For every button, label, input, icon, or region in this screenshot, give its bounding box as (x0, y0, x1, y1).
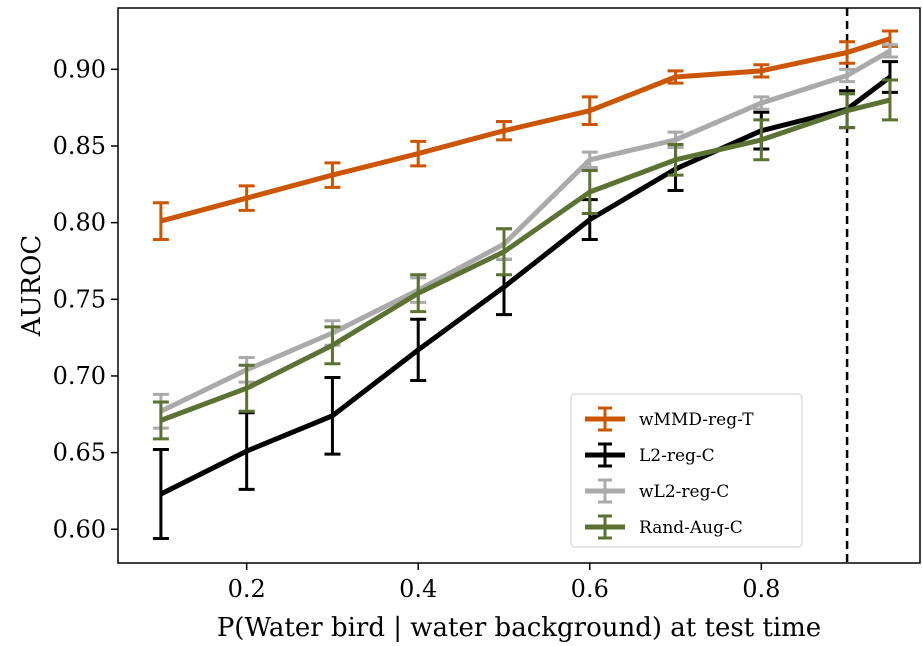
legend-entry: L2-reg-C (585, 442, 715, 468)
error-bar (881, 43, 898, 59)
legend-entry: wMMD-reg-T (585, 406, 754, 432)
error-bar (324, 161, 341, 189)
error-bar (152, 400, 169, 441)
series-layer (152, 29, 898, 540)
error-bar (839, 40, 856, 65)
series-line (159, 48, 892, 414)
error-bar (324, 325, 341, 366)
y-tick-label: 0.75 (53, 285, 106, 313)
y-tick-label: 0.90 (53, 55, 106, 83)
x-tick-label: 0.4 (399, 575, 437, 603)
error-bar (410, 317, 427, 383)
error-bar (881, 78, 898, 122)
x-axis-label: P(Water bird | water background) at test… (217, 613, 821, 643)
series-Rand-Aug-C (152, 78, 898, 441)
axes-layer: 0.2 0.4 0.6 0.8 0.60 0.65 0.70 0.75 0.80 0.85 0.90 (53, 7, 921, 603)
error-bar (238, 363, 255, 413)
series-line (159, 75, 892, 497)
error-bar (410, 273, 427, 314)
x-tick-label: 0.2 (228, 575, 266, 603)
x-tick-label: 0.6 (571, 575, 609, 603)
legend-box (570, 393, 803, 548)
error-bar (753, 63, 770, 79)
error-bar (753, 95, 770, 111)
legend: wMMD-reg-T L2-reg-C wL2-reg-C Rand-Aug-C (570, 393, 803, 548)
error-bar (495, 227, 512, 277)
error-bar (324, 375, 341, 456)
y-tick-label: 0.80 (53, 209, 106, 237)
error-bar (667, 142, 684, 177)
y-axis-label: AUROC (17, 235, 47, 337)
legend-entry: wL2-reg-C (585, 478, 729, 504)
plot-frame (117, 7, 921, 564)
y-tick-label: 0.60 (53, 515, 106, 543)
error-bar (581, 150, 598, 169)
error-bar (753, 118, 770, 162)
error-bar (152, 201, 169, 242)
legend-label: wMMD-reg-T (639, 410, 754, 430)
series-wMMD-reg-T (152, 29, 898, 242)
error-bar (667, 69, 684, 85)
error-bar (238, 184, 255, 212)
x-tick-label: 0.8 (742, 575, 780, 603)
error-bar (410, 139, 427, 168)
y-tick-label: 0.70 (53, 362, 106, 390)
legend-label: Rand-Aug-C (639, 518, 743, 538)
legend-entry: Rand-Aug-C (585, 514, 743, 540)
error-bar (581, 95, 598, 127)
error-bar (839, 92, 856, 130)
legend-label: L2-reg-C (639, 446, 715, 466)
error-bar (839, 67, 856, 84)
series-line (160, 36, 891, 224)
error-bar (495, 119, 512, 142)
series-line (160, 97, 891, 423)
error-bar (238, 411, 255, 491)
error-bar (581, 169, 598, 215)
y-tick-label: 0.65 (53, 439, 106, 467)
error-bar (152, 448, 169, 540)
y-tick-label: 0.85 (53, 132, 106, 160)
legend-label: wL2-reg-C (639, 482, 729, 502)
